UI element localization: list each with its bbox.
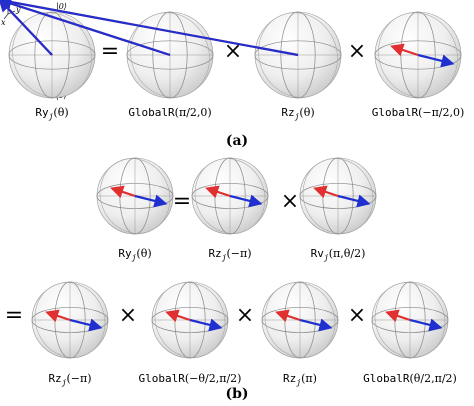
bloch-sphere (371, 281, 449, 359)
meridian (264, 282, 336, 358)
bloch-sphere (0, 0, 96, 99)
meridian (99, 158, 171, 234)
operator: × (236, 303, 254, 328)
label-part: (θ) (53, 106, 68, 119)
meridian (258, 12, 338, 98)
label-part: GlobalR (139, 372, 186, 385)
label-part: (−π/2,0) (418, 106, 464, 119)
gate-label: Rzj(π) (283, 372, 317, 387)
operator: = (5, 303, 23, 328)
bloch-sphere (299, 157, 377, 235)
red-vector (165, 309, 191, 323)
red-vector (205, 185, 231, 199)
label-part: (−π) (67, 372, 92, 385)
gate-label: Rzj(−π) (48, 372, 91, 387)
blue-vector (229, 194, 263, 208)
label-part: (−θ/2,π/2) (185, 372, 242, 385)
red-vector (275, 309, 301, 323)
label-part: GlobalR (128, 106, 175, 119)
gate-label: Rzj(θ) (281, 106, 314, 121)
blue-vector (409, 318, 443, 332)
bloch-sphere (261, 281, 339, 359)
label-part: GlobalR (372, 106, 419, 119)
operator: × (348, 39, 366, 64)
ket-0: |0⟩ (56, 2, 67, 11)
label-part: Ry (35, 106, 49, 119)
bloch-sphere (0, 0, 214, 99)
label-part: (−π) (227, 247, 252, 260)
caption: (b) (225, 386, 248, 402)
blue-vector (337, 194, 371, 208)
meridian (34, 282, 106, 358)
label-part: j (222, 253, 227, 262)
bloch-sphere (191, 157, 269, 235)
red-vector (385, 309, 411, 323)
bloch-sphere (96, 157, 174, 235)
label-part: (θ/2,π/2) (410, 372, 457, 385)
gate-label: Rvj(π,θ/2) (311, 247, 366, 262)
label-part: (π/2,0) (175, 106, 212, 119)
label-part: j (295, 112, 300, 121)
label-part: Rv (311, 247, 325, 260)
gate-label: Ryj(θ) (118, 247, 151, 262)
gate-label: GlobalR(−θ/2,π/2) (139, 372, 242, 385)
meridian (378, 12, 458, 98)
gate-label: GlobalR(−π/2,0) (372, 106, 465, 119)
bloch-sphere (151, 281, 229, 359)
bloch-sphere (374, 11, 462, 99)
label-part: (θ) (136, 247, 151, 260)
operator: × (224, 39, 242, 64)
label-part: j (49, 112, 54, 121)
blue-vector (0, 0, 299, 57)
axis-y: y (15, 5, 21, 14)
blue-vector (134, 194, 168, 208)
label-part: (π) (301, 372, 317, 385)
operator: = (173, 189, 191, 214)
red-vector (110, 185, 136, 199)
bloch-sphere (31, 281, 109, 359)
red-vector (313, 185, 339, 199)
label-part: (θ) (299, 106, 314, 119)
label-part: Ry (118, 247, 132, 260)
operator: = (101, 39, 119, 64)
caption: (a) (226, 133, 248, 149)
blue-vector (299, 318, 333, 332)
gate-label: Rzj(−π) (208, 247, 251, 262)
label-part: GlobalR (363, 372, 410, 385)
label-part: Rz (48, 372, 61, 385)
meridian (194, 158, 266, 234)
bloch-sphere (0, 0, 342, 99)
gate-label: Ryj(θ) (35, 106, 68, 121)
operator: × (348, 303, 366, 328)
label-part: (π,θ/2) (329, 247, 366, 260)
meridian (302, 158, 374, 234)
blue-vector (417, 53, 455, 68)
meridian (154, 282, 226, 358)
label-part: j (62, 378, 67, 387)
blue-vector (69, 318, 103, 332)
label-part: Rz (208, 247, 221, 260)
label-part: j (324, 253, 329, 262)
gate-label: GlobalR(θ/2,π/2) (363, 372, 457, 385)
label-part: Rz (283, 372, 296, 385)
label-part: j (296, 378, 301, 387)
label-part: Rz (281, 106, 294, 119)
meridian (374, 282, 446, 358)
red-vector (45, 309, 71, 323)
axis-x: x (1, 18, 6, 27)
label-part: j (132, 253, 137, 262)
blue-vector (0, 0, 171, 57)
operator: × (119, 303, 137, 328)
blue-vector (189, 318, 223, 332)
gate-label: GlobalR(π/2,0) (128, 106, 211, 119)
meridian (12, 12, 92, 98)
operator: × (281, 189, 299, 214)
red-vector (390, 43, 419, 57)
